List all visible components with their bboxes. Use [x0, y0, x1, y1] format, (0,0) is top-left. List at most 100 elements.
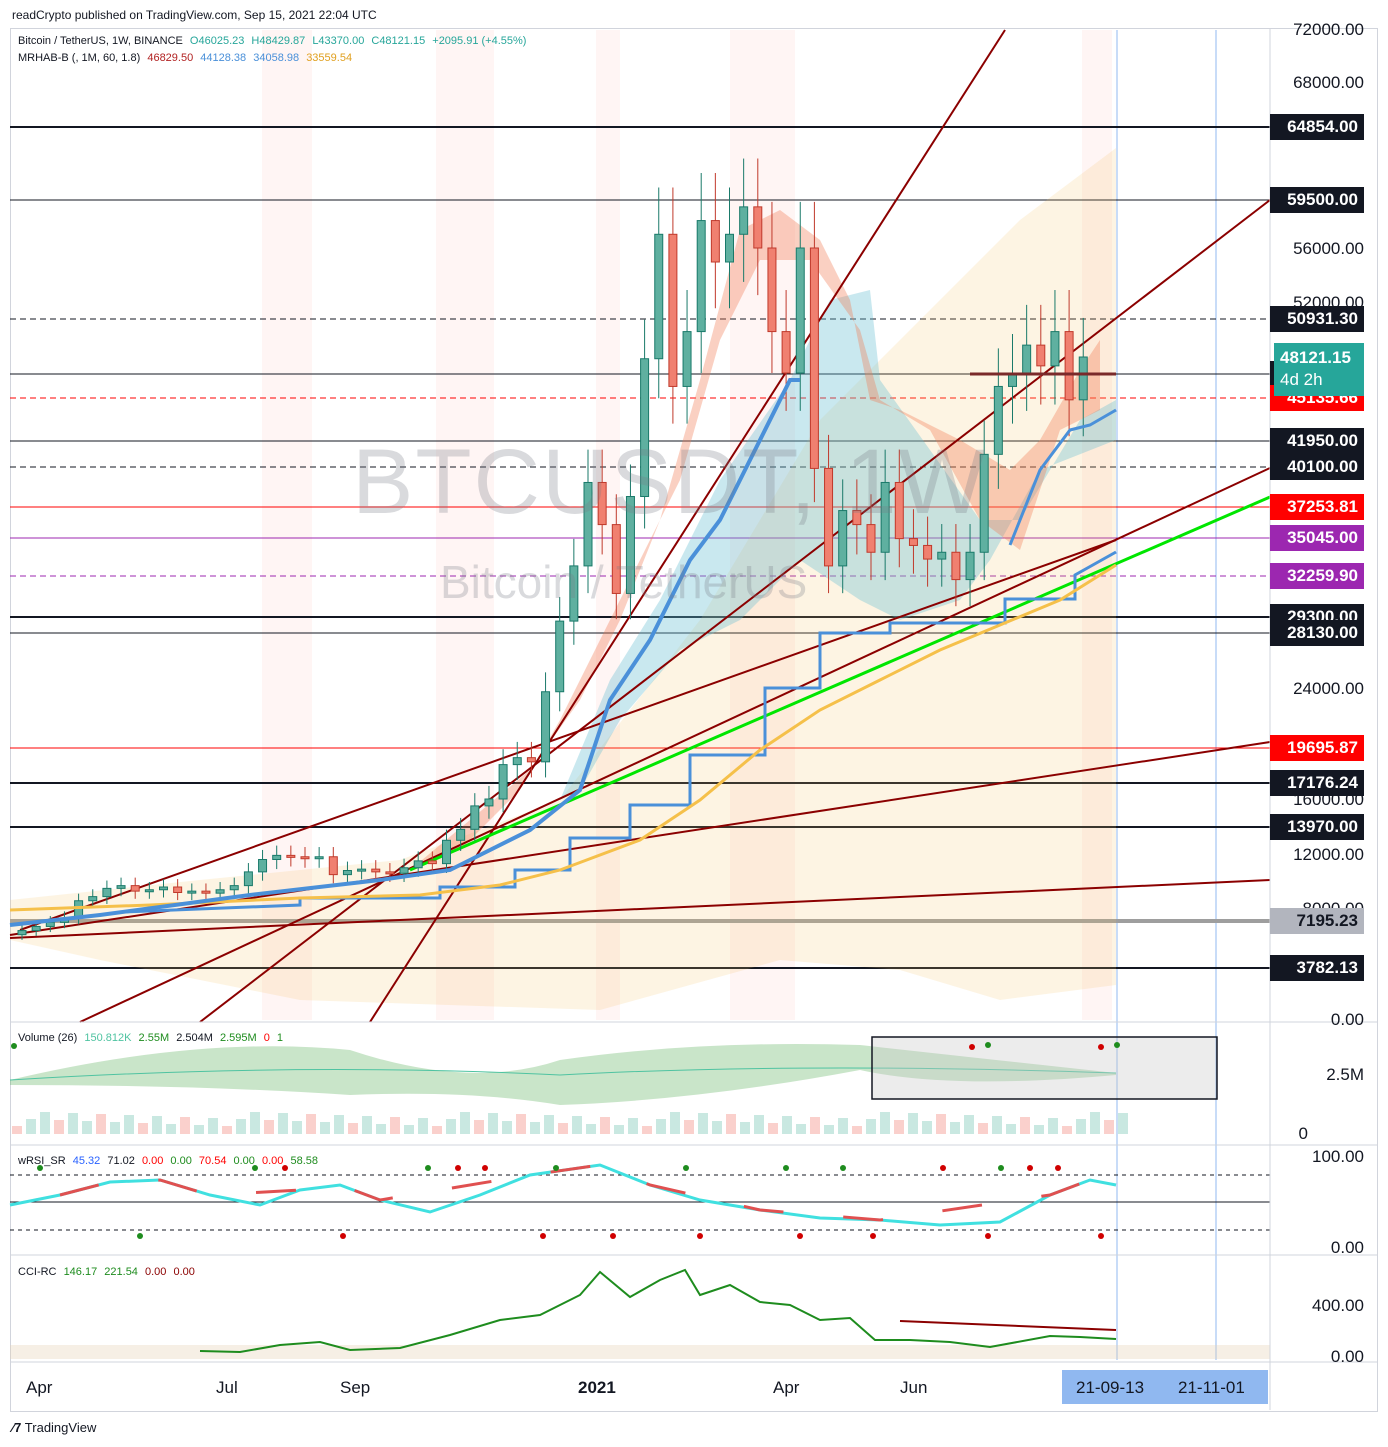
candle-body	[31, 925, 41, 932]
cci-v3: 0.00	[145, 1266, 167, 1278]
symbol-title: Bitcoin / TetherUS, 1W, BINANCE	[18, 35, 183, 47]
candle-body	[173, 886, 183, 893]
candle-body	[597, 481, 607, 526]
cci-legend[interactable]: CCI-RC 146.17 221.54 0.00 0.00	[18, 1266, 199, 1278]
wrsi-signal-marker	[985, 1233, 991, 1239]
publisher-line: readCrypto published on TradingView.com,…	[12, 8, 377, 22]
volume-bar	[488, 1113, 498, 1134]
wrsi-signal-marker	[797, 1233, 803, 1239]
volume-signal-marker	[1114, 1042, 1120, 1048]
volume-bar	[740, 1122, 750, 1134]
volume-bar	[1104, 1120, 1114, 1134]
volume-signal-marker	[1098, 1044, 1104, 1050]
wrsi-signal-marker	[282, 1165, 288, 1171]
wrsi-v8: 58.58	[290, 1155, 318, 1167]
volume-signal-marker	[11, 1043, 17, 1049]
volume-bar	[824, 1125, 834, 1134]
volume-bar	[1006, 1124, 1016, 1134]
volume-bar	[530, 1122, 540, 1134]
watermark-name: Bitcoin / TetherUS	[440, 556, 808, 608]
candle-body	[710, 220, 720, 263]
candle-body	[442, 839, 451, 865]
candle-body	[144, 889, 154, 893]
volume-bar	[502, 1121, 512, 1134]
candle-body	[512, 757, 522, 766]
candle-body	[555, 620, 565, 693]
wrsi-signal-marker	[998, 1165, 1004, 1171]
wrsi-signal-marker	[1098, 1233, 1104, 1239]
candle-body	[894, 481, 904, 540]
wrsi-name: wRSI_SR	[18, 1155, 66, 1167]
wrsi-signal-marker	[870, 1233, 876, 1239]
candle-body	[1022, 344, 1032, 374]
cci-band	[10, 1345, 1270, 1359]
volume-legend[interactable]: Volume (26) 150.812K 2.55M 2.504M 2.595M…	[18, 1032, 287, 1044]
volume-bar	[936, 1114, 946, 1134]
volume-bar	[320, 1122, 330, 1134]
wrsi-signal-marker	[940, 1165, 946, 1171]
wrsi-signal-marker	[37, 1165, 43, 1171]
chart-frame	[10, 28, 1378, 1412]
candle-body	[838, 510, 848, 567]
wrsi-signal-marker	[425, 1165, 431, 1171]
candle-body	[413, 860, 423, 869]
wrsi-signal-marker	[137, 1233, 143, 1239]
volume-bar	[152, 1116, 162, 1134]
trend-line	[199, 199, 1271, 1023]
indicator-name: MRHAB-B (, 1M, 60, 1.8)	[18, 52, 141, 64]
volume-bar	[40, 1112, 50, 1134]
watermark-symbol: BTCUSDT, 1W	[352, 431, 988, 533]
volume-bar	[264, 1120, 274, 1134]
season-band	[1082, 30, 1112, 1020]
orange-ma-line	[9, 563, 1117, 912]
price-level-label: 7195.23	[1270, 908, 1364, 934]
candle-body	[314, 856, 324, 860]
volume-bar	[166, 1124, 176, 1134]
candle-body	[951, 551, 961, 581]
volume-bar	[222, 1126, 232, 1134]
time-tick: 2021	[578, 1378, 616, 1397]
candle-body	[541, 691, 551, 763]
volume-bar	[376, 1124, 386, 1134]
tradingview-logo-icon: ⁄7	[12, 1420, 22, 1435]
current-price-countdown: 4d 2h	[1280, 370, 1323, 389]
volume-bar	[726, 1114, 736, 1134]
candle-body	[130, 885, 140, 892]
volume-v5: 0	[263, 1032, 270, 1044]
cci-name: CCI-RC	[18, 1266, 57, 1278]
volume-bar	[516, 1114, 526, 1134]
volume-bar	[950, 1122, 960, 1134]
candle-body	[753, 206, 763, 249]
volume-v4: 2.595M	[219, 1032, 257, 1044]
candle-body	[187, 890, 197, 894]
volume-signal-marker	[969, 1044, 975, 1050]
legend-low: L43370.00	[312, 35, 365, 47]
volume-bar	[138, 1123, 148, 1134]
candle-body	[965, 551, 975, 581]
volume-bar	[432, 1126, 442, 1134]
indicator-v1: 46829.50	[147, 52, 194, 64]
wrsi-signal-marker	[1027, 1165, 1033, 1171]
wrsi-legend[interactable]: wRSI_SR 45.32 71.02 0.00 0.00 70.54 0.00…	[18, 1155, 322, 1167]
candle-body	[258, 859, 268, 873]
teal-cloud	[560, 290, 1116, 800]
volume-bar	[404, 1125, 414, 1134]
candle-body	[116, 885, 126, 889]
legend-open: O46025.23	[189, 35, 245, 47]
trend-line	[79, 467, 1271, 1023]
time-highlight-end: 21-11-01	[1178, 1378, 1245, 1397]
volume-bar	[250, 1112, 260, 1134]
footer-brand: ⁄7 TradingView	[12, 1420, 96, 1435]
indicator-legend[interactable]: MRHAB-B (, 1M, 60, 1.8) 46829.50 44128.3…	[18, 52, 356, 64]
candle-body	[526, 757, 536, 763]
wrsi-line-red	[59, 1163, 1117, 1222]
volume-ma-line	[9, 1067, 1117, 1081]
wrsi-tick: 100.00	[1312, 1147, 1364, 1166]
volume-bar	[544, 1115, 554, 1134]
wrsi-signal-marker	[840, 1165, 846, 1171]
wrsi-tick: 0.00	[1330, 1238, 1364, 1257]
season-band	[730, 30, 795, 1020]
symbol-legend[interactable]: Bitcoin / TetherUS, 1W, BINANCE O46025.2…	[18, 35, 530, 47]
volume-bar	[390, 1117, 400, 1134]
